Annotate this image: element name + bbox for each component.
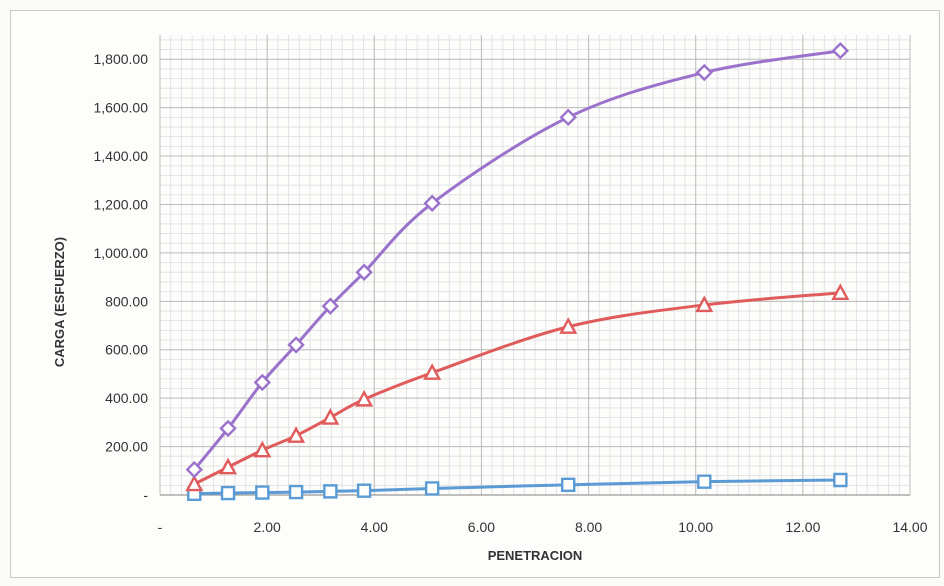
- series-1-square-marker: [561, 477, 576, 493]
- chart-frame: [10, 10, 940, 578]
- series-3-diamond-marker: [831, 42, 850, 60]
- y-tick-label: 600.00: [105, 342, 148, 358]
- x-tick-label: 14.00: [892, 519, 927, 535]
- series-2-triangle-marker: [355, 389, 374, 407]
- series-1-square-marker: [288, 484, 304, 500]
- series-3-diamond-marker: [695, 63, 713, 82]
- series-3-diamond-marker: [253, 373, 272, 392]
- series-1-square-marker: [255, 485, 270, 500]
- series-2-triangle-marker: [831, 283, 850, 301]
- series-3-diamond-marker: [287, 336, 305, 354]
- y-tick-label: 400.00: [105, 390, 148, 406]
- y-tick-label: 1,000.00: [94, 245, 149, 261]
- x-tick-label: -: [158, 519, 163, 535]
- y-tick-label: 200.00: [105, 439, 148, 455]
- series-1-square-marker: [356, 483, 372, 498]
- series-3-line: [193, 49, 841, 471]
- x-tick-label: 12.00: [785, 519, 820, 535]
- series-2-triangle-marker: [423, 363, 442, 380]
- x-tick-label: 4.00: [361, 519, 388, 535]
- series-2-triangle-marker: [321, 407, 340, 425]
- x-tick-label: 8.00: [575, 519, 602, 535]
- series-3-diamond-marker: [355, 263, 373, 281]
- y-tick-label: 800.00: [105, 293, 148, 309]
- y-tick-label: 1,600.00: [94, 100, 149, 116]
- tick-labels: - 2.00 4.00 6.00 8.00 10.00 12.00 14.00 - 200.00 4…: [94, 51, 928, 535]
- series-2-triangle-marker: [559, 317, 578, 334]
- x-axis-title: PENETRACION: [488, 548, 583, 563]
- series-1-square-marker: [424, 481, 440, 496]
- grid: [159, 35, 911, 496]
- x-tick-label: 10.00: [678, 519, 713, 535]
- series-3-diamond-marker: [321, 297, 340, 315]
- series-2-triangle-marker: [287, 426, 306, 443]
- y-tick-label: 1,400.00: [94, 148, 149, 164]
- series-3-diamond-marker: [185, 460, 203, 479]
- y-axis-title: CARGA (ESFUERZO): [52, 237, 67, 367]
- series-1-square-marker: [323, 484, 338, 499]
- series-1-square-marker: [833, 472, 848, 488]
- series-2-triangle-marker: [219, 457, 238, 475]
- y-tick-label: 1,800.00: [94, 51, 149, 67]
- series-2-triangle-marker: [695, 295, 714, 313]
- y-tick-label: 1,200.00: [94, 196, 149, 212]
- series-2-triangle-marker: [253, 440, 272, 458]
- series-1-square-marker: [697, 474, 712, 489]
- x-tick-label: 2.00: [254, 519, 281, 535]
- series-group: [185, 42, 850, 501]
- series-2-triangle-marker: [185, 474, 204, 492]
- x-tick-label: 6.00: [468, 519, 495, 535]
- y-tick-label: -: [143, 487, 148, 503]
- series-3-diamond-marker: [219, 419, 237, 438]
- series-1-square-marker: [220, 485, 236, 501]
- series-3-diamond-marker: [559, 108, 577, 127]
- series-3-diamond-marker: [423, 194, 441, 212]
